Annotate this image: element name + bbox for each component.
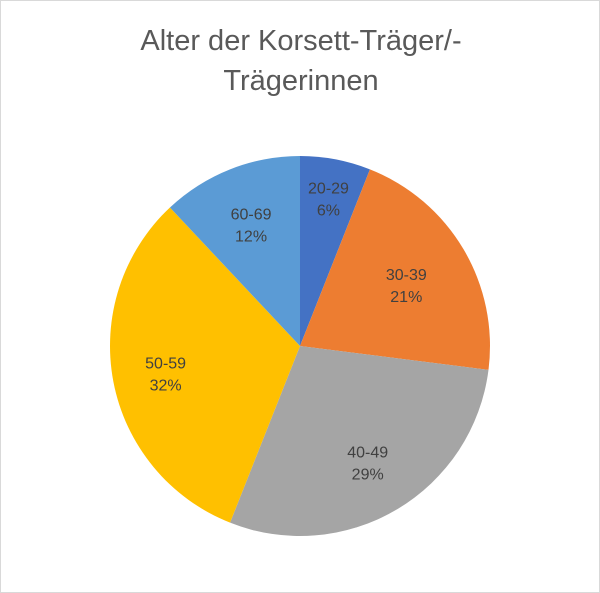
pie-slice-30-39 — [300, 169, 490, 370]
chart-title: Alter der Korsett-Träger/- Trägerinnen — [1, 21, 600, 101]
pie-slice-50-59 — [109, 207, 300, 523]
slice-percent-label: 12% — [235, 228, 267, 245]
chart-title-line-2: Trägerinnen — [223, 65, 379, 97]
slice-percent-label: 29% — [352, 466, 384, 483]
pie-slice-60-69 — [169, 156, 300, 346]
slice-category-label: 20-29 — [308, 181, 349, 198]
slice-category-label: 40-49 — [347, 444, 388, 461]
slice-percent-label: 6% — [317, 203, 340, 220]
pie-slice-20-29 — [300, 156, 370, 346]
pie-slice-40-49 — [230, 346, 489, 536]
slice-category-label: 60-69 — [231, 206, 272, 223]
pie-slices — [109, 156, 490, 536]
slice-percent-label: 32% — [150, 378, 182, 395]
pie-labels: 20-29 6% 30-39 21% 40-49 29% 50-59 32% 60-69 12% — [145, 181, 427, 484]
slice-category-label: 50-59 — [145, 356, 186, 373]
chart-title-line-1: Alter der Korsett-Träger/- — [140, 25, 462, 57]
slice-percent-label: 21% — [390, 289, 422, 306]
slice-category-label: 30-39 — [386, 267, 427, 284]
